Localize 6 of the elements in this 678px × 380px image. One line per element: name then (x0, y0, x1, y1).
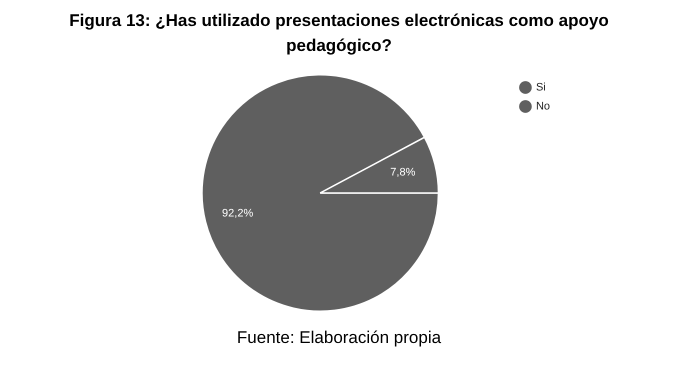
chart-title: Figura 13: ¿Has utilizado presentaciones electrónicas como apoyo pedagógico? (68, 10, 610, 57)
data-label: 92,2% (222, 208, 254, 220)
data-label: 7,8% (390, 166, 416, 178)
legend-label: Si (536, 82, 546, 94)
legend-label: No (536, 100, 550, 113)
source-note: Fuente: Elaboración propia (236, 328, 442, 348)
